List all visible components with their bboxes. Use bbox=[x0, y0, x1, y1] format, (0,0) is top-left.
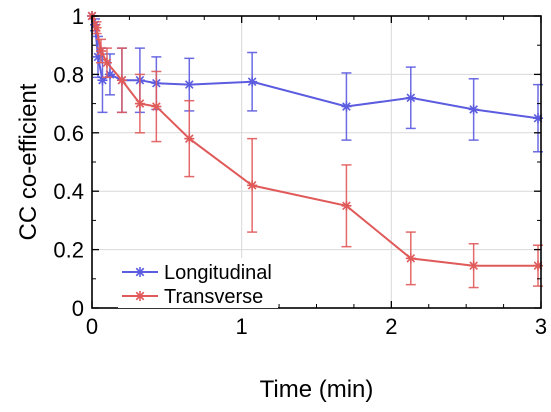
data-point bbox=[247, 76, 258, 87]
marker-stroke bbox=[342, 102, 351, 111]
legend-entry-longitudinal: Longitudinal bbox=[122, 262, 272, 284]
data-point bbox=[151, 101, 162, 112]
data-point bbox=[101, 57, 112, 68]
marker-stroke bbox=[92, 23, 101, 32]
data-point bbox=[468, 260, 479, 271]
y-tick-label: 0.8 bbox=[53, 62, 84, 87]
marker-stroke bbox=[135, 267, 145, 277]
y-tick-label: 0.2 bbox=[53, 238, 84, 263]
series-transverse bbox=[87, 11, 544, 289]
marker-stroke bbox=[247, 181, 257, 190]
x-tick-label: 1 bbox=[236, 314, 248, 339]
y-tick-label: 1 bbox=[72, 4, 84, 29]
y-tick-label: 0 bbox=[72, 296, 84, 321]
marker-stroke bbox=[96, 46, 106, 56]
marker-stroke bbox=[117, 75, 127, 85]
data-point bbox=[341, 200, 352, 211]
x-tick-label: 0 bbox=[86, 314, 98, 339]
marker-stroke bbox=[184, 80, 194, 89]
data-point bbox=[95, 46, 106, 57]
data-point bbox=[341, 101, 352, 112]
x-tick-label: 2 bbox=[385, 314, 397, 339]
data-point bbox=[91, 22, 102, 33]
marker-stroke bbox=[247, 77, 257, 87]
marker-stroke bbox=[135, 99, 145, 108]
series-layer bbox=[87, 11, 544, 289]
data-point bbox=[247, 180, 258, 191]
marker-stroke bbox=[184, 134, 194, 143]
legend-marker bbox=[135, 267, 145, 277]
axis-ticks: 0 1 2 3 0 0.2 0.4 0.6 0.8 1 bbox=[53, 4, 547, 339]
data-point bbox=[468, 104, 479, 115]
data-point bbox=[116, 75, 127, 86]
grid bbox=[92, 16, 541, 308]
x-axis-label: Time (min) bbox=[260, 376, 374, 403]
marker-stroke bbox=[469, 261, 478, 270]
data-point bbox=[405, 92, 416, 103]
marker-stroke bbox=[152, 102, 161, 111]
legend-box bbox=[118, 258, 278, 308]
marker-stroke bbox=[342, 201, 351, 211]
marker-stroke bbox=[102, 58, 112, 68]
marker-stroke bbox=[406, 93, 416, 103]
y-tick-label: 0.6 bbox=[53, 121, 84, 146]
x-tick-label: 3 bbox=[535, 314, 547, 339]
y-axis-label: CC co-efficient bbox=[15, 83, 42, 240]
marker-stroke bbox=[406, 254, 416, 263]
legend-label: Longitudinal bbox=[164, 262, 272, 284]
y-tick-label: 0.4 bbox=[53, 179, 84, 204]
data-point bbox=[184, 133, 195, 144]
legend-marker bbox=[135, 291, 145, 301]
data-point bbox=[134, 98, 145, 109]
marker-stroke bbox=[469, 105, 478, 114]
legend-entry-transverse: Transverse bbox=[122, 286, 263, 308]
data-point bbox=[405, 253, 416, 264]
marker-stroke bbox=[135, 291, 145, 301]
legend-label: Transverse bbox=[164, 286, 263, 308]
data-point bbox=[184, 79, 195, 90]
